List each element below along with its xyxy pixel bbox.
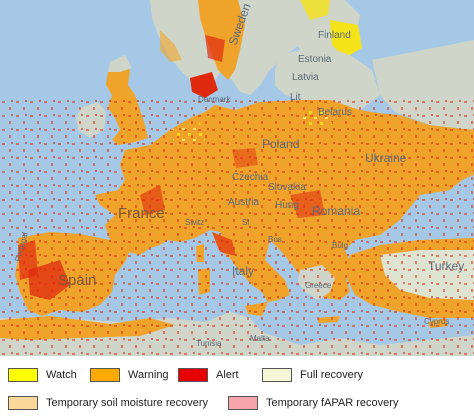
label-bosnia: Bos bbox=[268, 235, 282, 244]
legend-swatch-fapar-recovery bbox=[228, 396, 258, 410]
label-finland: Finland bbox=[318, 30, 351, 41]
label-italy: Italy bbox=[232, 264, 254, 278]
romania-alert bbox=[290, 190, 325, 218]
alert-speckle-overlay bbox=[0, 100, 474, 356]
legend-item-soil-moisture-recovery: Temporary soil moisture recovery bbox=[8, 394, 208, 412]
label-romania: Romania bbox=[312, 204, 360, 218]
europe-watch-patches bbox=[170, 108, 332, 145]
legend: Watch Warning Alert Full recovery Tempor… bbox=[0, 356, 474, 418]
legend-label-watch: Watch bbox=[46, 369, 77, 381]
norway-coast bbox=[160, 30, 182, 62]
denmark-alert bbox=[190, 72, 218, 98]
label-turkey: Turkey bbox=[428, 259, 464, 273]
scandinavia-land bbox=[150, 0, 335, 95]
label-estonia: Estonia bbox=[298, 54, 332, 65]
sweden-alert bbox=[205, 35, 225, 62]
great-britain-north bbox=[108, 55, 132, 72]
finland-watch-2 bbox=[300, 0, 330, 20]
legend-label-soil-moisture-recovery: Temporary soil moisture recovery bbox=[46, 397, 208, 409]
label-hungary: Hung bbox=[275, 200, 299, 211]
drought-map: Sweden Finland Estonia Latvia Lit Belaru… bbox=[0, 0, 474, 356]
label-slovenia: Sl bbox=[242, 218, 249, 227]
legend-item-alert: Alert bbox=[178, 366, 239, 384]
legend-swatch-soil-moisture-recovery bbox=[8, 396, 38, 410]
legend-swatch-full-recovery bbox=[262, 368, 292, 382]
label-lithuania: Lit bbox=[290, 92, 301, 103]
legend-label-full-recovery: Full recovery bbox=[300, 369, 363, 381]
label-france: France bbox=[118, 205, 165, 222]
label-denmark: Denmark bbox=[198, 95, 231, 104]
label-belarus: Belarus bbox=[318, 107, 352, 118]
czech-alert bbox=[232, 148, 258, 168]
label-latvia: Latvia bbox=[292, 72, 319, 83]
spain-alert-south bbox=[28, 260, 70, 300]
legend-swatch-watch bbox=[8, 368, 38, 382]
label-ukraine: Ukraine bbox=[365, 151, 407, 165]
legend-item-full-recovery: Full recovery bbox=[262, 366, 363, 384]
legend-label-warning: Warning bbox=[128, 369, 169, 381]
legend-item-watch: Watch bbox=[8, 366, 77, 384]
label-slovakia: Slovakia bbox=[268, 182, 306, 193]
legend-swatch-warning bbox=[90, 368, 120, 382]
label-poland: Poland bbox=[262, 137, 299, 151]
label-austria: Austria bbox=[228, 197, 260, 208]
legend-item-warning: Warning bbox=[90, 366, 169, 384]
legend-label-fapar-recovery: Temporary fAPAR recovery bbox=[266, 397, 399, 409]
legend-item-fapar-recovery: Temporary fAPAR recovery bbox=[228, 394, 398, 412]
label-switzerland: Switz bbox=[185, 218, 204, 227]
italy-alert bbox=[212, 232, 236, 256]
label-spain: Spain bbox=[58, 272, 96, 289]
france-alert bbox=[140, 185, 165, 215]
label-bulgaria: Bulg bbox=[332, 241, 348, 250]
baltics-belarus bbox=[275, 45, 380, 110]
legend-label-alert: Alert bbox=[216, 369, 239, 381]
label-tunisia: Tunisia bbox=[196, 339, 222, 348]
legend-swatch-alert bbox=[178, 368, 208, 382]
iberia-alert-coast bbox=[18, 240, 38, 280]
label-cyprus: Cyprus bbox=[424, 317, 449, 326]
label-malta: Malta bbox=[250, 334, 270, 343]
label-greece: Greece bbox=[305, 281, 332, 290]
label-czechia: Czechia bbox=[232, 172, 269, 183]
finland-watch bbox=[330, 20, 362, 58]
